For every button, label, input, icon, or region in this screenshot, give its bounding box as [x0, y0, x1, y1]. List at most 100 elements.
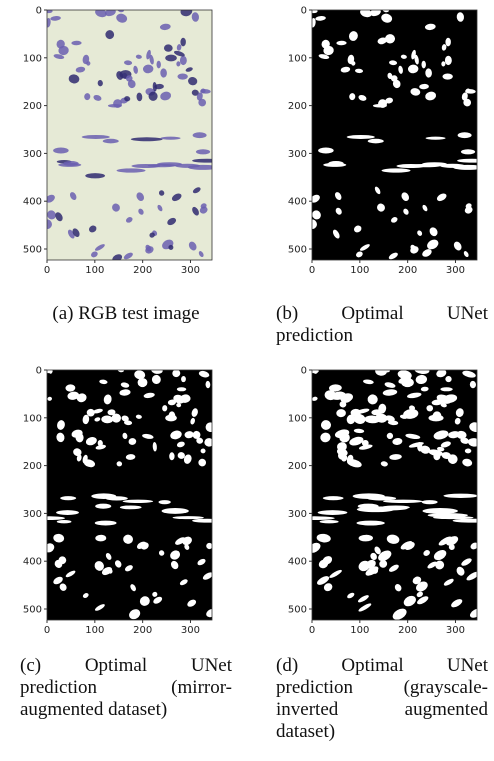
panel: 0 100 200 300 0 100 200 300 400 500 [23, 366, 213, 636]
blob [160, 68, 167, 78]
blob [408, 442, 424, 448]
blob [73, 448, 82, 457]
blob [425, 91, 437, 101]
blob [205, 422, 212, 432]
blob [180, 37, 186, 47]
blob [92, 408, 103, 414]
blob [425, 68, 432, 78]
blob [381, 13, 393, 23]
blob [160, 91, 172, 101]
blob [417, 230, 423, 236]
blob [444, 55, 452, 66]
blob [116, 71, 124, 80]
blob [452, 518, 477, 523]
axes: 0 100 200 300 0 100 200 300 400 500 [23, 366, 213, 636]
y-tick-label: 0 [36, 366, 42, 377]
blob [442, 73, 453, 80]
blob [151, 374, 161, 385]
blob [385, 34, 396, 44]
blob [192, 518, 212, 523]
blob [192, 187, 201, 194]
blob [441, 61, 446, 67]
y-tick-label: 100 [23, 413, 42, 424]
blob [179, 55, 187, 66]
blob [101, 566, 113, 576]
blob [59, 583, 67, 591]
blob [378, 403, 387, 414]
blob [424, 23, 436, 31]
y-tick-label: 400 [23, 557, 42, 568]
x-tick-label: 0 [309, 625, 315, 636]
blob [114, 560, 122, 568]
blob [386, 534, 400, 544]
blob [148, 91, 158, 101]
blob [358, 534, 373, 542]
blob [455, 408, 464, 417]
blob [119, 389, 131, 396]
y-tick-label: 300 [288, 149, 307, 160]
panel: 0 100 200 300 0 100 200 300 400 500 [23, 6, 213, 276]
x-tick-label: 0 [44, 265, 50, 276]
blob [354, 68, 364, 74]
blob [466, 571, 477, 581]
blob [312, 194, 320, 203]
blob [55, 212, 63, 222]
blob [359, 244, 370, 251]
blob [135, 54, 142, 59]
axes: 0 100 200 300 0 100 200 300 400 500 [23, 6, 213, 276]
blob [177, 73, 188, 80]
blob [163, 44, 173, 52]
y-tick-label: 200 [23, 101, 42, 112]
blob [440, 441, 451, 448]
blob [172, 516, 204, 520]
blob [198, 251, 204, 258]
blob [82, 593, 89, 598]
blob [417, 596, 429, 605]
blob [53, 533, 65, 543]
blob [419, 83, 429, 90]
image-content [47, 370, 212, 620]
blob [149, 232, 155, 238]
blob [95, 534, 107, 542]
blob [390, 75, 398, 82]
blob [116, 168, 146, 173]
blob [180, 10, 193, 17]
blob [91, 493, 117, 499]
blob [365, 566, 379, 576]
x-tick-label: 300 [446, 625, 465, 636]
blob [422, 249, 432, 257]
axes: 0 100 200 300 0 100 200 300 400 500 [288, 366, 478, 636]
blob [56, 432, 65, 443]
blob [334, 429, 350, 438]
blob [198, 98, 207, 107]
x-tick-label: 0 [44, 625, 50, 636]
blob [60, 496, 77, 501]
blob [192, 206, 199, 216]
blob [104, 10, 116, 17]
blob [97, 80, 103, 87]
blob [356, 506, 395, 513]
blob [192, 158, 212, 163]
y-tick-label: 100 [288, 53, 307, 64]
blob [374, 546, 381, 555]
blob [460, 437, 470, 444]
blob [95, 503, 112, 509]
blob [121, 415, 129, 422]
blob [370, 552, 377, 561]
blob [124, 420, 133, 426]
blob [94, 604, 105, 611]
y-tick-label: 300 [23, 509, 42, 520]
blob [410, 88, 421, 96]
blob [464, 206, 473, 214]
blob [338, 451, 346, 460]
blob [142, 433, 154, 439]
blob [319, 520, 339, 524]
blob [453, 241, 462, 251]
blob [116, 13, 128, 23]
blob [206, 609, 212, 618]
blob [380, 461, 388, 467]
blob [440, 387, 453, 392]
axes: 0 100 200 300 0 100 200 300 400 500 [288, 6, 478, 276]
blob [392, 608, 407, 620]
